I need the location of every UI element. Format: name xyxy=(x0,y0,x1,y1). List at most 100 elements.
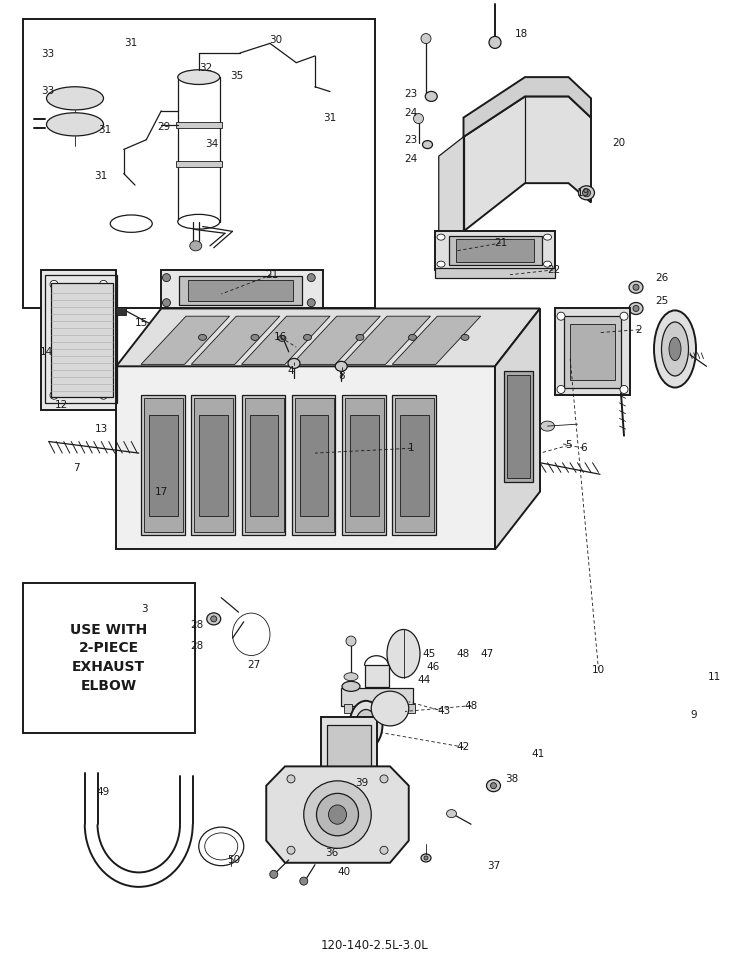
Ellipse shape xyxy=(557,312,565,320)
Text: 10: 10 xyxy=(592,665,605,675)
Ellipse shape xyxy=(662,322,688,376)
Ellipse shape xyxy=(278,335,286,341)
Polygon shape xyxy=(439,137,464,251)
Polygon shape xyxy=(555,308,630,395)
Ellipse shape xyxy=(421,34,431,43)
Text: 21: 21 xyxy=(265,270,278,280)
Bar xyxy=(345,398,384,532)
Bar xyxy=(188,280,293,301)
Text: 25: 25 xyxy=(655,296,668,306)
Text: 41: 41 xyxy=(532,749,545,759)
Bar xyxy=(507,375,530,478)
Text: 4: 4 xyxy=(288,366,294,376)
Text: 36: 36 xyxy=(325,848,338,858)
Text: 37: 37 xyxy=(487,861,500,870)
Text: 6: 6 xyxy=(580,443,586,453)
Ellipse shape xyxy=(544,261,551,267)
Ellipse shape xyxy=(178,214,220,229)
Ellipse shape xyxy=(633,306,639,311)
Text: 2: 2 xyxy=(636,325,642,335)
Ellipse shape xyxy=(489,37,501,48)
Bar xyxy=(400,415,429,516)
Text: 31: 31 xyxy=(94,172,108,181)
Ellipse shape xyxy=(387,629,420,678)
Ellipse shape xyxy=(163,299,170,307)
Ellipse shape xyxy=(199,335,206,340)
Text: 28: 28 xyxy=(190,620,203,629)
Ellipse shape xyxy=(669,337,681,361)
Text: 16: 16 xyxy=(274,333,287,342)
Text: 50: 50 xyxy=(227,855,241,865)
Ellipse shape xyxy=(100,391,107,399)
Text: 33: 33 xyxy=(41,86,55,95)
Text: 19: 19 xyxy=(577,188,590,198)
Polygon shape xyxy=(242,316,330,364)
Bar xyxy=(200,415,228,516)
Text: 43: 43 xyxy=(437,707,451,716)
Text: 14: 14 xyxy=(40,347,53,357)
Ellipse shape xyxy=(287,775,295,783)
Ellipse shape xyxy=(437,234,445,240)
Ellipse shape xyxy=(163,274,170,281)
Ellipse shape xyxy=(620,312,628,320)
Ellipse shape xyxy=(422,141,433,148)
Text: 29: 29 xyxy=(157,122,170,132)
Ellipse shape xyxy=(541,421,554,431)
Bar xyxy=(178,276,302,305)
Ellipse shape xyxy=(629,281,643,293)
Bar xyxy=(435,268,555,278)
Ellipse shape xyxy=(361,717,371,733)
Ellipse shape xyxy=(356,710,376,740)
Bar xyxy=(406,704,415,713)
Text: 21: 21 xyxy=(494,238,508,248)
Ellipse shape xyxy=(629,303,643,314)
Text: 13: 13 xyxy=(94,424,108,434)
Ellipse shape xyxy=(557,386,565,393)
Text: 7: 7 xyxy=(74,463,80,472)
Text: 31: 31 xyxy=(323,113,337,122)
Ellipse shape xyxy=(151,594,164,605)
Ellipse shape xyxy=(356,335,364,340)
Ellipse shape xyxy=(328,805,346,824)
Ellipse shape xyxy=(421,854,431,862)
Bar xyxy=(149,415,178,516)
Ellipse shape xyxy=(380,846,388,854)
Ellipse shape xyxy=(190,241,202,251)
Bar xyxy=(395,398,434,532)
Ellipse shape xyxy=(342,682,360,691)
Ellipse shape xyxy=(300,877,307,885)
Polygon shape xyxy=(464,77,591,137)
Bar xyxy=(242,395,285,535)
Ellipse shape xyxy=(487,780,500,791)
Ellipse shape xyxy=(633,284,639,290)
Ellipse shape xyxy=(654,310,696,388)
Ellipse shape xyxy=(251,335,259,340)
Text: 33: 33 xyxy=(41,49,55,59)
Text: 40: 40 xyxy=(337,868,350,877)
Ellipse shape xyxy=(287,846,295,854)
Bar xyxy=(22,583,195,733)
Bar xyxy=(504,371,532,482)
Polygon shape xyxy=(292,316,380,364)
Ellipse shape xyxy=(425,92,437,101)
Text: 35: 35 xyxy=(230,71,244,81)
Text: 48: 48 xyxy=(457,649,470,658)
Polygon shape xyxy=(435,231,555,270)
Text: 31: 31 xyxy=(98,125,112,135)
Bar xyxy=(250,415,278,516)
Text: 23: 23 xyxy=(404,135,418,145)
Bar xyxy=(22,19,375,308)
Polygon shape xyxy=(342,316,430,364)
Text: 45: 45 xyxy=(422,649,436,658)
Bar xyxy=(292,395,335,535)
Bar xyxy=(295,398,334,532)
Bar xyxy=(350,415,379,516)
Bar xyxy=(327,725,371,775)
Ellipse shape xyxy=(316,793,358,836)
Bar xyxy=(191,395,235,535)
Polygon shape xyxy=(266,766,409,863)
Ellipse shape xyxy=(350,701,382,749)
Ellipse shape xyxy=(380,775,388,783)
Bar xyxy=(300,415,328,516)
Text: 9: 9 xyxy=(691,710,697,720)
